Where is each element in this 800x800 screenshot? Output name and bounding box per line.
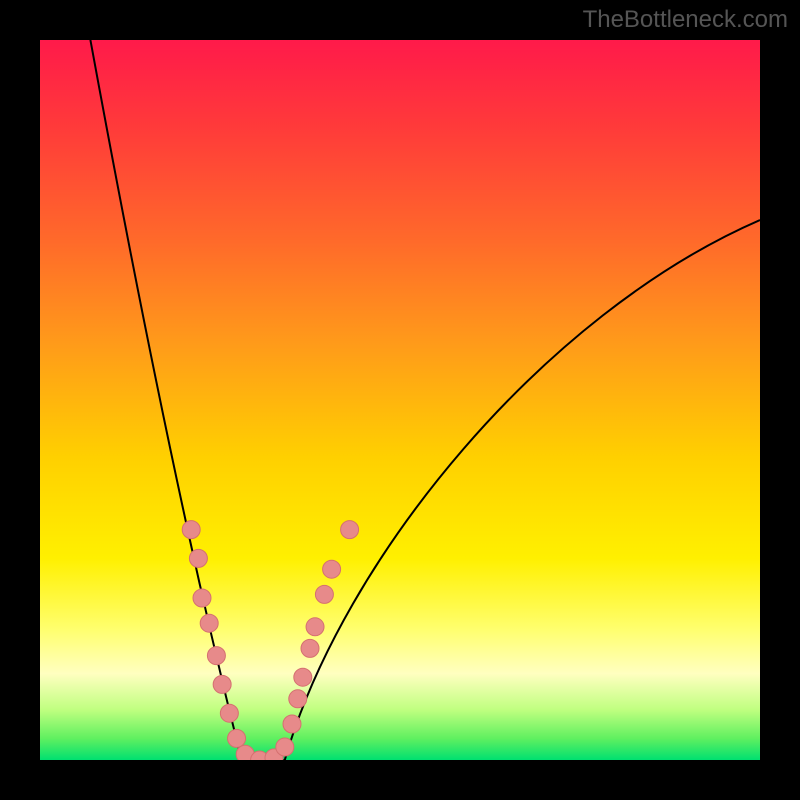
data-marker: [182, 521, 200, 539]
watermark-label: TheBottleneck.com: [583, 6, 788, 34]
data-marker: [200, 614, 218, 632]
data-marker: [193, 589, 211, 607]
data-marker: [315, 585, 333, 603]
data-marker: [276, 738, 294, 756]
data-marker: [213, 675, 231, 693]
gradient-background: [40, 40, 760, 760]
data-marker: [189, 549, 207, 567]
plot-area: [40, 40, 760, 760]
data-marker: [228, 729, 246, 747]
data-marker: [283, 715, 301, 733]
data-marker: [294, 668, 312, 686]
chart-frame: TheBottleneck.com: [0, 0, 800, 800]
data-marker: [289, 690, 307, 708]
data-marker: [341, 521, 359, 539]
data-marker: [306, 618, 324, 636]
data-marker: [301, 639, 319, 657]
data-marker: [207, 647, 225, 665]
data-marker: [323, 560, 341, 578]
plot-svg: [40, 40, 760, 760]
data-marker: [220, 704, 238, 722]
